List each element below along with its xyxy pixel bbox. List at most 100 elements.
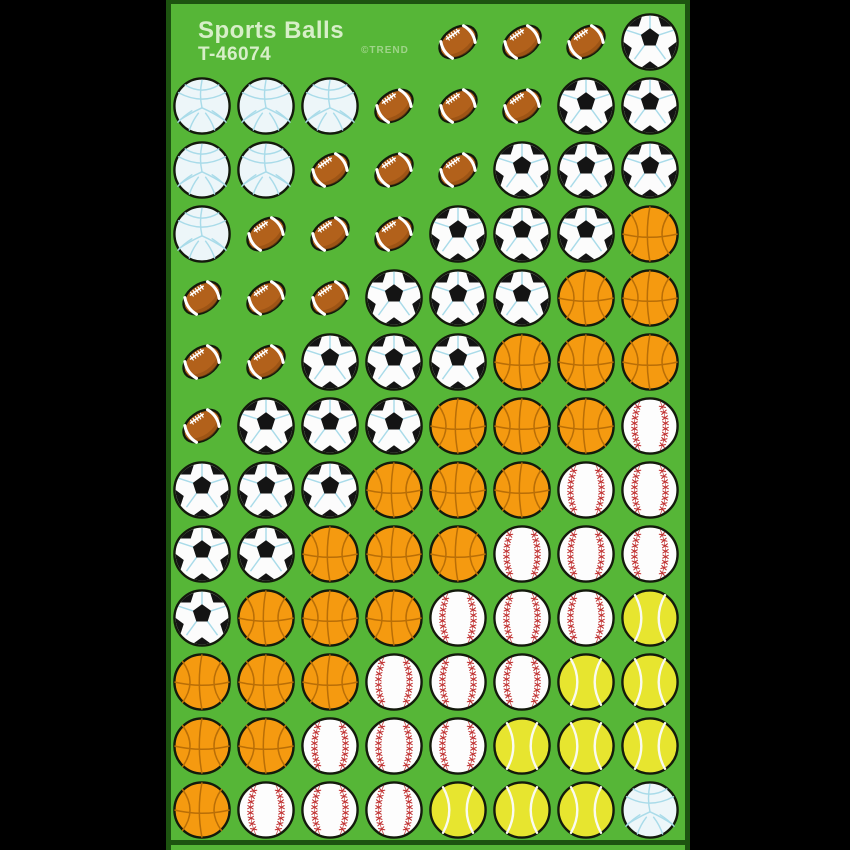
soccer-ball-icon [173, 525, 231, 583]
product-title: Sports Balls [198, 17, 345, 44]
soccer-ball-icon [493, 269, 551, 327]
basketball-icon [237, 653, 295, 711]
volleyball-icon [301, 77, 359, 135]
volleyball-sticker [300, 76, 360, 136]
tennis-ball-icon [621, 717, 679, 775]
basketball-icon [557, 397, 615, 455]
tennis-sticker [492, 716, 552, 776]
baseball-sticker [428, 652, 488, 712]
football-icon [374, 216, 414, 252]
volleyball-icon [237, 141, 295, 199]
tennis-ball-icon [493, 717, 551, 775]
soccer-sticker [492, 140, 552, 200]
tennis-sticker [556, 780, 616, 840]
basketball-icon [365, 461, 423, 519]
basketball-sticker [492, 332, 552, 392]
baseball-icon [557, 525, 615, 583]
soccer-sticker [620, 140, 680, 200]
basketball-icon [493, 333, 551, 391]
basketball-icon [493, 461, 551, 519]
basketball-icon [301, 589, 359, 647]
baseball-icon [429, 717, 487, 775]
baseball-sticker [620, 396, 680, 456]
basketball-icon [237, 717, 295, 775]
soccer-sticker [620, 76, 680, 136]
football-icon [566, 24, 606, 60]
soccer-sticker [556, 76, 616, 136]
football-sticker [364, 140, 424, 200]
football-sticker [428, 140, 488, 200]
baseball-icon [621, 461, 679, 519]
tennis-ball-icon [557, 781, 615, 839]
baseball-sticker [556, 524, 616, 584]
soccer-ball-icon [237, 397, 295, 455]
baseball-icon [493, 525, 551, 583]
soccer-sticker [172, 524, 232, 584]
volleyball-icon [173, 205, 231, 263]
basketball-sticker [492, 396, 552, 456]
baseball-icon [429, 589, 487, 647]
soccer-ball-icon [237, 525, 295, 583]
football-sticker [236, 204, 296, 264]
soccer-sticker [428, 204, 488, 264]
soccer-ball-icon [429, 269, 487, 327]
basketball-icon [173, 653, 231, 711]
baseball-icon [493, 653, 551, 711]
football-icon [246, 344, 286, 380]
soccer-sticker [428, 268, 488, 328]
basketball-icon [237, 589, 295, 647]
soccer-sticker [300, 332, 360, 392]
soccer-ball-icon [429, 333, 487, 391]
football-icon [374, 88, 414, 124]
baseball-sticker [492, 524, 552, 584]
tennis-ball-icon [621, 589, 679, 647]
soccer-ball-icon [493, 205, 551, 263]
baseball-sticker [428, 588, 488, 648]
soccer-ball-icon [621, 141, 679, 199]
baseball-sticker [300, 716, 360, 776]
basketball-sticker [236, 716, 296, 776]
soccer-ball-icon [173, 461, 231, 519]
baseball-icon [301, 781, 359, 839]
volleyball-icon [621, 781, 679, 839]
basketball-sticker [236, 588, 296, 648]
tennis-sticker [556, 652, 616, 712]
basketball-sticker [428, 460, 488, 520]
basketball-icon [429, 461, 487, 519]
football-sticker [556, 12, 616, 72]
tennis-sticker [556, 716, 616, 776]
football-sticker [236, 332, 296, 392]
football-icon [310, 280, 350, 316]
soccer-sticker [300, 460, 360, 520]
tennis-ball-icon [621, 653, 679, 711]
football-icon [438, 88, 478, 124]
soccer-sticker [364, 268, 424, 328]
baseball-icon [365, 653, 423, 711]
football-sticker [364, 204, 424, 264]
baseball-icon [557, 461, 615, 519]
basketball-sticker [364, 588, 424, 648]
soccer-ball-icon [173, 589, 231, 647]
baseball-sticker [364, 716, 424, 776]
soccer-sticker [428, 332, 488, 392]
baseball-sticker [556, 588, 616, 648]
football-icon [182, 280, 222, 316]
volleyball-icon [173, 77, 231, 135]
tennis-ball-icon [557, 653, 615, 711]
soccer-ball-icon [365, 397, 423, 455]
basketball-sticker [364, 524, 424, 584]
basketball-sticker [428, 524, 488, 584]
football-icon [246, 280, 286, 316]
football-icon [246, 216, 286, 252]
soccer-sticker [172, 588, 232, 648]
football-icon [502, 88, 542, 124]
baseball-icon [301, 717, 359, 775]
basketball-icon [621, 269, 679, 327]
football-sticker [236, 268, 296, 328]
soccer-ball-icon [557, 205, 615, 263]
soccer-ball-icon [237, 461, 295, 519]
soccer-ball-icon [557, 77, 615, 135]
football-icon [374, 152, 414, 188]
baseball-icon [557, 589, 615, 647]
soccer-ball-icon [365, 269, 423, 327]
